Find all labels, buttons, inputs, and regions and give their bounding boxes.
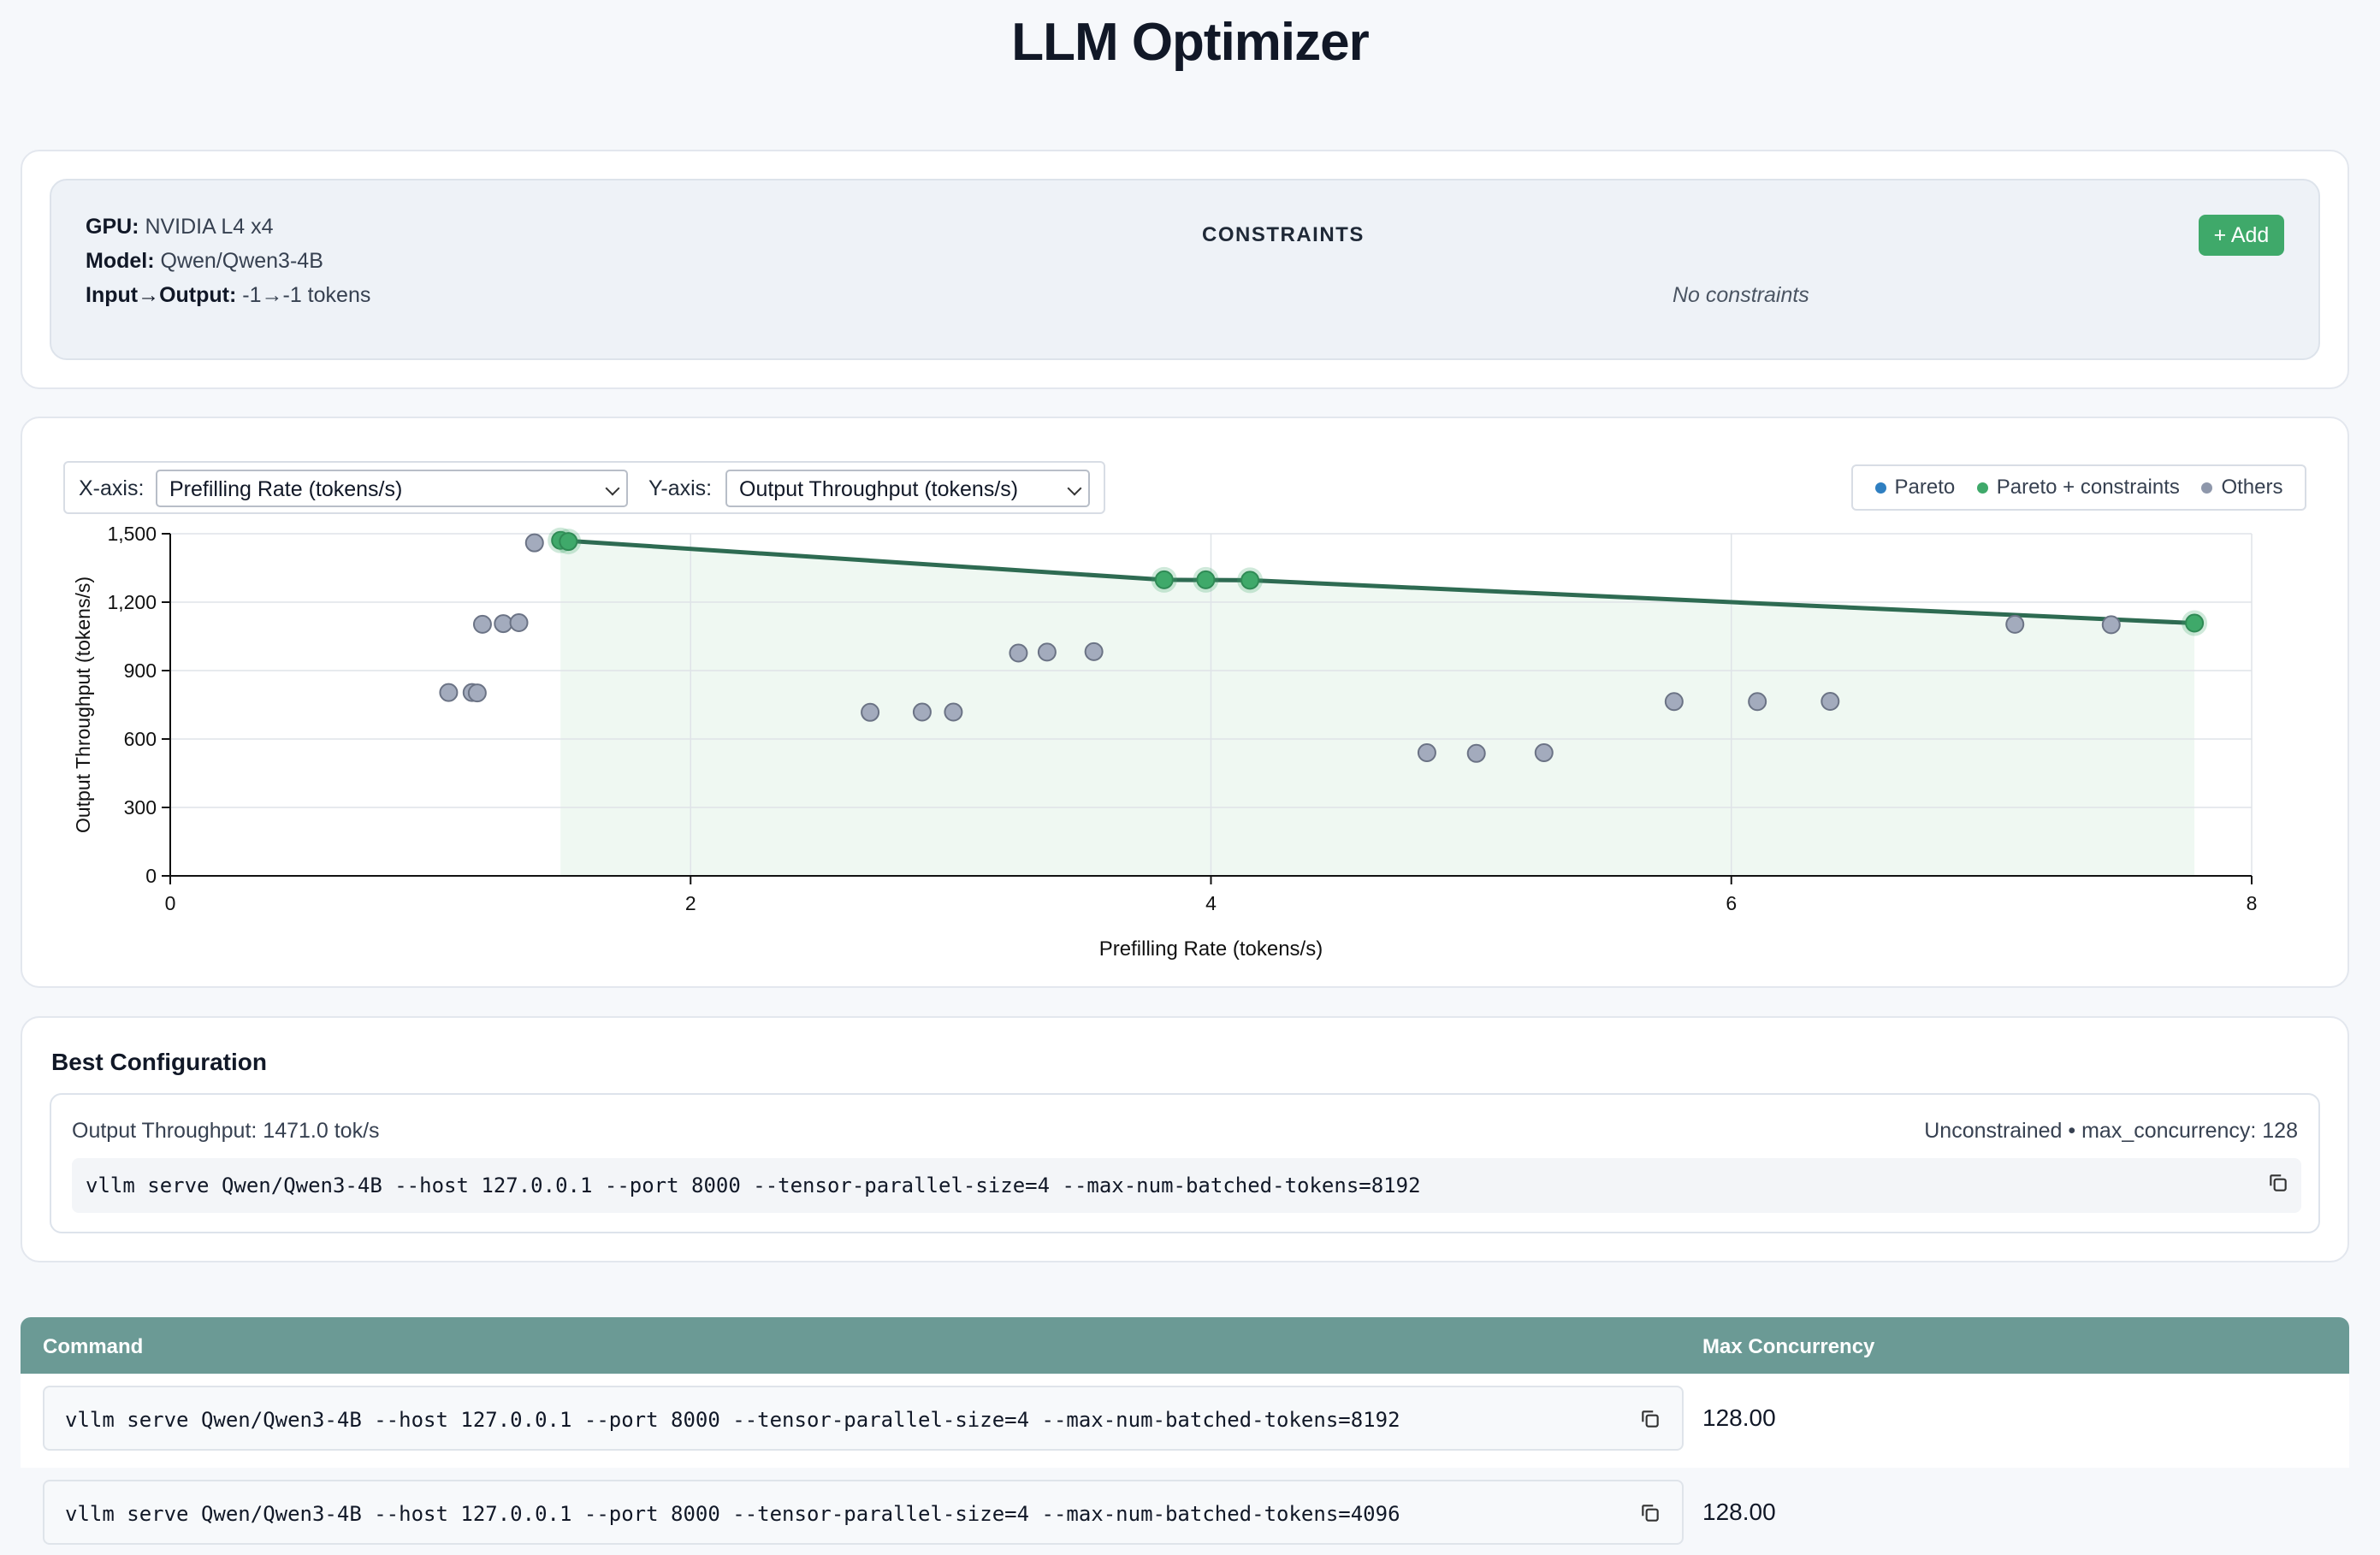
- legend-dot-pareto-constraints: [1976, 482, 1988, 494]
- data-point-pareto: [559, 532, 578, 552]
- y-axis-select[interactable]: Output Throughput (tokens/s): [725, 470, 1090, 507]
- chart-card: X-axis: Prefilling Rate (tokens/s) Y-axi…: [21, 417, 2349, 988]
- command-text: vllm serve Qwen/Qwen3-4B --host 127.0.0.…: [65, 1408, 1400, 1432]
- data-point-other: [1821, 692, 1840, 711]
- data-point-pareto: [1196, 570, 1216, 589]
- data-point-pareto: [1154, 570, 1174, 589]
- legend-item-pareto: Pareto: [1874, 476, 1956, 500]
- legend-dot-pareto: [1874, 482, 1886, 494]
- data-point-other: [944, 702, 963, 722]
- max-concurrency-cell: 128.00: [1702, 1404, 1776, 1431]
- data-point-other: [1417, 743, 1436, 762]
- data-point-other: [439, 683, 459, 702]
- best-constraint-meta: Unconstrained • max_concurrency: 128: [1924, 1119, 2298, 1143]
- max-concurrency-cell: 128.00: [1702, 1499, 1776, 1525]
- scatter-chart: 0 300 600 900 1,200 1,500 0 2 4 6 8 Prefilling Rate…: [72, 523, 2258, 961]
- data-point-other: [1534, 743, 1554, 762]
- model-info: Model: Qwen/Qwen3-4B: [86, 249, 323, 274]
- pareto-region: [560, 540, 2195, 876]
- config-summary-card: GPU: NVIDIA L4 x4 Model: Qwen/Qwen3-4B I…: [21, 150, 2349, 389]
- x-tick-label: 4: [1205, 892, 1217, 914]
- legend-item-others: Others: [2201, 476, 2282, 500]
- y-tick-label: 0: [145, 865, 157, 887]
- add-constraint-button[interactable]: + Add: [2199, 215, 2284, 256]
- legend-label: Pareto + constraints: [1996, 476, 2180, 499]
- y-tick-label: 600: [124, 728, 157, 750]
- copy-icon[interactable]: [2267, 1172, 2289, 1194]
- x-axis-label: X-axis:: [79, 476, 145, 500]
- legend-item-pareto-constraints: Pareto + constraints: [1976, 476, 2180, 500]
- x-tick-label: 8: [2247, 892, 2258, 914]
- x-axis-select[interactable]: Prefilling Rate (tokens/s): [156, 470, 628, 507]
- data-point-other: [1009, 643, 1028, 663]
- chart-legend: Pareto Pareto + constraints Others: [1851, 464, 2306, 511]
- model-value: Qwen/Qwen3-4B: [160, 249, 323, 273]
- config-summary-panel: GPU: NVIDIA L4 x4 Model: Qwen/Qwen3-4B I…: [50, 179, 2320, 360]
- x-tick-label: 6: [1726, 892, 1737, 914]
- y-tick-label: 1,500: [107, 523, 157, 545]
- data-point-other: [912, 702, 932, 722]
- best-configuration-card: Best Configuration Output Throughput: 14…: [21, 1016, 2349, 1262]
- data-point-other: [524, 533, 544, 553]
- data-point-pareto: [1240, 571, 1260, 590]
- data-point-other: [1037, 642, 1057, 662]
- y-tick-label: 1,200: [107, 591, 157, 613]
- command-text: vllm serve Qwen/Qwen3-4B --host 127.0.0.…: [65, 1502, 1400, 1526]
- copy-icon[interactable]: [1639, 1502, 1661, 1524]
- best-output-throughput: Output Throughput: 1471.0 tok/s: [72, 1119, 380, 1143]
- io-label: Input→Output:: [86, 283, 237, 307]
- page-title: LLM Optimizer: [1011, 13, 1370, 72]
- data-point-other: [472, 614, 492, 634]
- y-tick-label: 900: [124, 659, 157, 682]
- command-cell: vllm serve Qwen/Qwen3-4B --host 127.0.0.…: [43, 1386, 1684, 1451]
- y-axis-label: Y-axis:: [648, 476, 713, 500]
- axis-controls: X-axis: Prefilling Rate (tokens/s) Y-axi…: [63, 461, 1105, 514]
- x-tick-label: 2: [685, 892, 696, 914]
- data-point-other: [1664, 692, 1684, 712]
- legend-dot-others: [2201, 482, 2213, 494]
- data-point-other: [1084, 642, 1104, 661]
- y-axis-select-value: Output Throughput (tokens/s): [739, 477, 1019, 501]
- copy-icon[interactable]: [1639, 1408, 1661, 1430]
- constraints-title: CONSTRAINTS: [1202, 223, 1365, 246]
- table-header: Command Max Concurrency: [21, 1317, 2349, 1374]
- y-tick-label: 300: [124, 796, 157, 819]
- legend-label: Others: [2221, 476, 2283, 499]
- y-axis-title: Output Throughput (tokens/s): [72, 576, 94, 833]
- best-configuration-title: Best Configuration: [51, 1049, 267, 1075]
- no-constraints-text: No constraints: [1673, 283, 1809, 307]
- best-configuration-panel: Output Throughput: 1471.0 tok/s Unconstr…: [50, 1093, 2320, 1233]
- io-info: Input→Output: -1→-1 tokens: [86, 283, 370, 308]
- column-header-max-concurrency: Max Concurrency: [1702, 1335, 1875, 1358]
- data-point-other: [2005, 614, 2025, 634]
- data-point-other: [1748, 692, 1767, 712]
- gpu-label: GPU:: [86, 215, 139, 239]
- x-axis-title: Prefilling Rate (tokens/s): [1099, 937, 1323, 961]
- x-axis-select-value: Prefilling Rate (tokens/s): [169, 477, 403, 501]
- data-point-other: [861, 702, 880, 722]
- model-label: Model:: [86, 249, 155, 273]
- data-point-other: [509, 613, 529, 632]
- x-tick-label: 0: [165, 892, 176, 914]
- data-point-other: [467, 683, 487, 703]
- gpu-value: NVIDIA L4 x4: [145, 215, 274, 239]
- legend-label: Pareto: [1894, 476, 1956, 499]
- results-table: Command Max Concurrency vllm serve Qwen/…: [21, 1317, 2349, 1555]
- command-cell: vllm serve Qwen/Qwen3-4B --host 127.0.0.…: [43, 1480, 1684, 1545]
- gpu-info: GPU: NVIDIA L4 x4: [86, 215, 274, 239]
- best-command-box: vllm serve Qwen/Qwen3-4B --host 127.0.0.…: [72, 1158, 2301, 1213]
- data-point-other: [2101, 615, 2121, 635]
- data-point-other: [1466, 743, 1486, 763]
- best-command-text: vllm serve Qwen/Qwen3-4B --host 127.0.0.…: [86, 1174, 1421, 1197]
- table-row: vllm serve Qwen/Qwen3-4B --host 127.0.0.…: [21, 1374, 2349, 1468]
- data-point-pareto: [2185, 613, 2205, 633]
- column-header-command: Command: [43, 1335, 144, 1358]
- table-row: vllm serve Qwen/Qwen3-4B --host 127.0.0.…: [21, 1468, 2349, 1555]
- io-value: -1→-1 tokens: [242, 283, 371, 307]
- data-point-other: [494, 614, 513, 634]
